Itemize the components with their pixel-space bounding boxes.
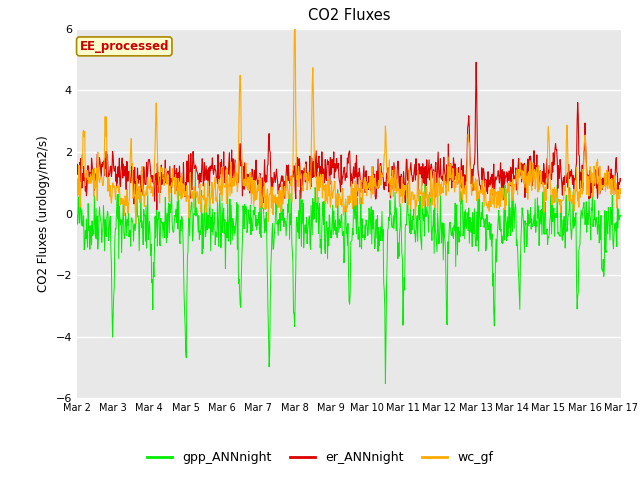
er_ANNnight (300, 169, 307, 175)
gpp_ANNnight (300, 200, 307, 206)
wc_gf (591, 180, 598, 186)
er_ANNnight (99, 159, 107, 165)
er_ANNnight (617, 178, 625, 184)
wc_gf (175, 176, 182, 181)
gpp_ANNnight (395, 240, 403, 246)
Text: EE_processed: EE_processed (79, 40, 169, 53)
Title: CO2 Fluxes: CO2 Fluxes (308, 9, 390, 24)
wc_gf (395, 185, 403, 191)
er_ANNnight (394, 158, 402, 164)
er_ANNnight (153, 207, 161, 213)
Legend: gpp_ANNnight, er_ANNnight, wc_gf: gpp_ANNnight, er_ANNnight, wc_gf (142, 446, 498, 469)
Y-axis label: CO2 Fluxes (urology/m2/s): CO2 Fluxes (urology/m2/s) (37, 135, 50, 292)
gpp_ANNnight (73, 212, 81, 218)
gpp_ANNnight (600, 257, 607, 263)
Line: wc_gf: wc_gf (77, 13, 621, 224)
er_ANNnight (600, 183, 607, 189)
Line: er_ANNnight: er_ANNnight (77, 62, 621, 210)
wc_gf (291, 11, 298, 16)
gpp_ANNnight (99, 225, 107, 231)
Line: gpp_ANNnight: gpp_ANNnight (77, 165, 621, 384)
wc_gf (99, 183, 107, 189)
gpp_ANNnight (191, 162, 199, 168)
er_ANNnight (591, 173, 598, 179)
wc_gf (132, 221, 140, 227)
gpp_ANNnight (174, 226, 182, 232)
er_ANNnight (472, 60, 480, 65)
wc_gf (600, 183, 607, 189)
wc_gf (617, 191, 625, 196)
er_ANNnight (73, 168, 81, 174)
gpp_ANNnight (591, 197, 598, 203)
gpp_ANNnight (617, 213, 625, 219)
er_ANNnight (175, 170, 182, 176)
gpp_ANNnight (381, 381, 389, 386)
wc_gf (300, 174, 308, 180)
wc_gf (73, 202, 81, 207)
